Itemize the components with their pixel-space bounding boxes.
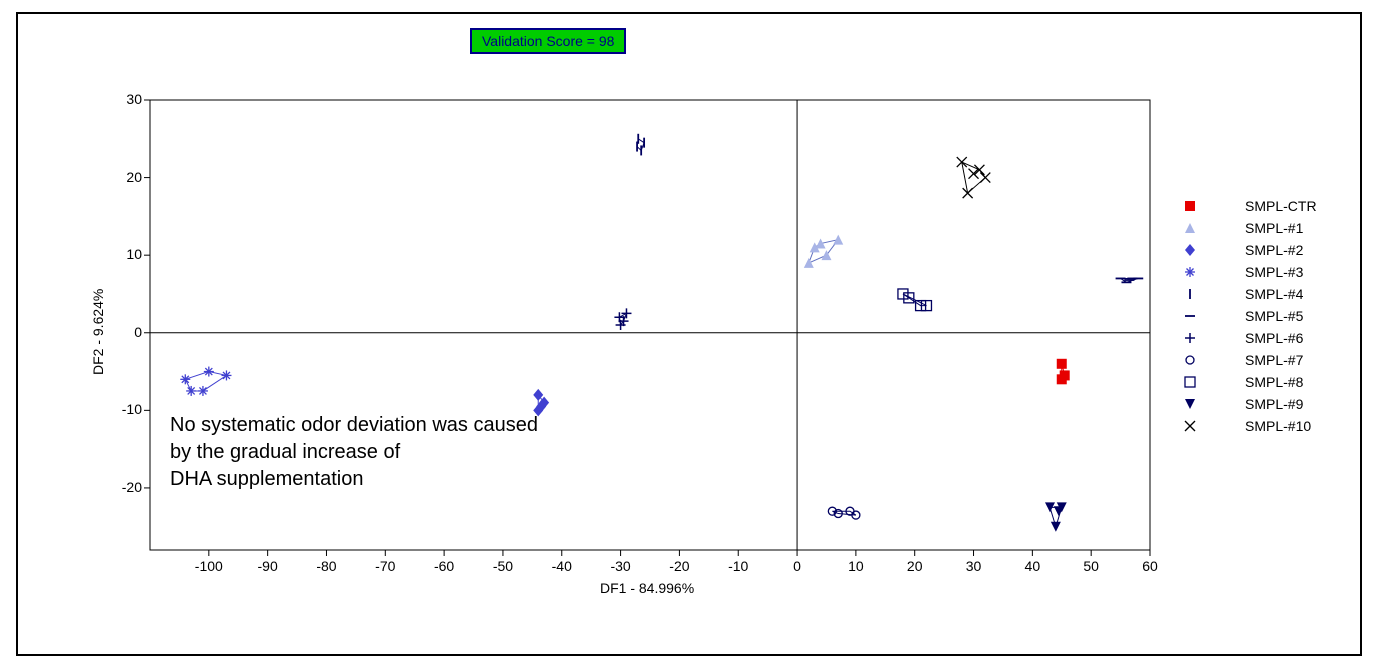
y-tick-label: -10	[108, 401, 142, 417]
legend-label: SMPL-#5	[1245, 308, 1303, 324]
series-smpl-ctr	[1057, 359, 1070, 385]
legend-label: SMPL-#10	[1245, 418, 1311, 434]
legend-label: SMPL-CTR	[1245, 198, 1317, 214]
y-tick-label: 20	[108, 169, 142, 185]
legend-marker-filled-triangle-up	[1175, 218, 1205, 238]
x-tick-label: 20	[895, 558, 935, 574]
legend-label: SMPL-#1	[1245, 220, 1303, 236]
y-axis-title: DF2 - 9.624%	[90, 289, 106, 375]
legend-item: SMPL-#2	[1175, 239, 1317, 261]
series-smpl--7	[828, 507, 860, 519]
series-smpl--9	[1045, 502, 1067, 531]
legend-marker-open-circle	[1175, 350, 1205, 370]
legend-marker-filled-square	[1175, 196, 1205, 216]
legend-marker-hbar	[1175, 306, 1205, 326]
x-tick-label: -60	[424, 558, 464, 574]
x-axis-title: DF1 - 84.996%	[600, 580, 694, 596]
legend-item: SMPL-CTR	[1175, 195, 1317, 217]
series-smpl--8	[898, 289, 932, 311]
annotation-line: DHA supplementation	[170, 466, 538, 493]
x-tick-label: -90	[248, 558, 288, 574]
legend-item: SMPL-#3	[1175, 261, 1317, 283]
x-tick-label: -20	[659, 558, 699, 574]
y-tick-label: 0	[108, 324, 142, 340]
x-tick-label: 60	[1130, 558, 1170, 574]
legend-label: SMPL-#9	[1245, 396, 1303, 412]
annotation-line: by the gradual increase of	[170, 439, 538, 466]
x-tick-label: -80	[306, 558, 346, 574]
series-smpl--6	[614, 308, 631, 330]
x-tick-label: 40	[1012, 558, 1052, 574]
legend-marker-filled-triangle-down	[1175, 394, 1205, 414]
legend: SMPL-CTR SMPL-#1 SMPL-#2 SMPL-#3 SMPL-#4 SMPL…	[1175, 195, 1317, 437]
y-tick-label: 30	[108, 91, 142, 107]
legend-item: SMPL-#6	[1175, 327, 1317, 349]
legend-item: SMPL-#7	[1175, 349, 1317, 371]
y-tick-label: -20	[108, 479, 142, 495]
x-tick-label: 50	[1071, 558, 1111, 574]
legend-label: SMPL-#3	[1245, 264, 1303, 280]
legend-marker-asterisk	[1175, 262, 1205, 282]
x-tick-label: 0	[777, 558, 817, 574]
x-tick-label: -40	[542, 558, 582, 574]
legend-item: SMPL-#1	[1175, 217, 1317, 239]
x-tick-label: -70	[365, 558, 405, 574]
x-tick-label: 10	[836, 558, 876, 574]
legend-label: SMPL-#8	[1245, 374, 1303, 390]
legend-item: SMPL-#5	[1175, 305, 1317, 327]
x-tick-label: -50	[483, 558, 523, 574]
series-smpl--3	[180, 367, 231, 396]
validation-badge: Validation Score = 98	[470, 28, 626, 54]
legend-item: SMPL-#4	[1175, 283, 1317, 305]
validation-text: Validation Score = 98	[482, 33, 614, 49]
annotation-line: No systematic odor deviation was caused	[170, 412, 538, 439]
legend-marker-x	[1175, 416, 1205, 436]
legend-label: SMPL-#6	[1245, 330, 1303, 346]
legend-marker-vbar	[1175, 284, 1205, 304]
series-smpl--10	[957, 157, 991, 198]
x-tick-label: -30	[601, 558, 641, 574]
legend-item: SMPL-#9	[1175, 393, 1317, 415]
legend-label: SMPL-#7	[1245, 352, 1303, 368]
x-tick-label: 30	[954, 558, 994, 574]
chart-annotation: No systematic odor deviation was causedb…	[170, 412, 538, 493]
legend-marker-open-square	[1175, 372, 1205, 392]
legend-marker-filled-diamond	[1175, 240, 1205, 260]
legend-marker-plus	[1175, 328, 1205, 348]
x-tick-label: -10	[718, 558, 758, 574]
legend-label: SMPL-#2	[1245, 242, 1303, 258]
legend-item: SMPL-#8	[1175, 371, 1317, 393]
y-tick-label: 10	[108, 246, 142, 262]
legend-item: SMPL-#10	[1175, 415, 1317, 437]
series-smpl--5	[1116, 278, 1144, 282]
series-smpl--1	[804, 235, 843, 268]
x-tick-label: -100	[189, 558, 229, 574]
series-smpl--4	[637, 134, 644, 156]
legend-label: SMPL-#4	[1245, 286, 1303, 302]
